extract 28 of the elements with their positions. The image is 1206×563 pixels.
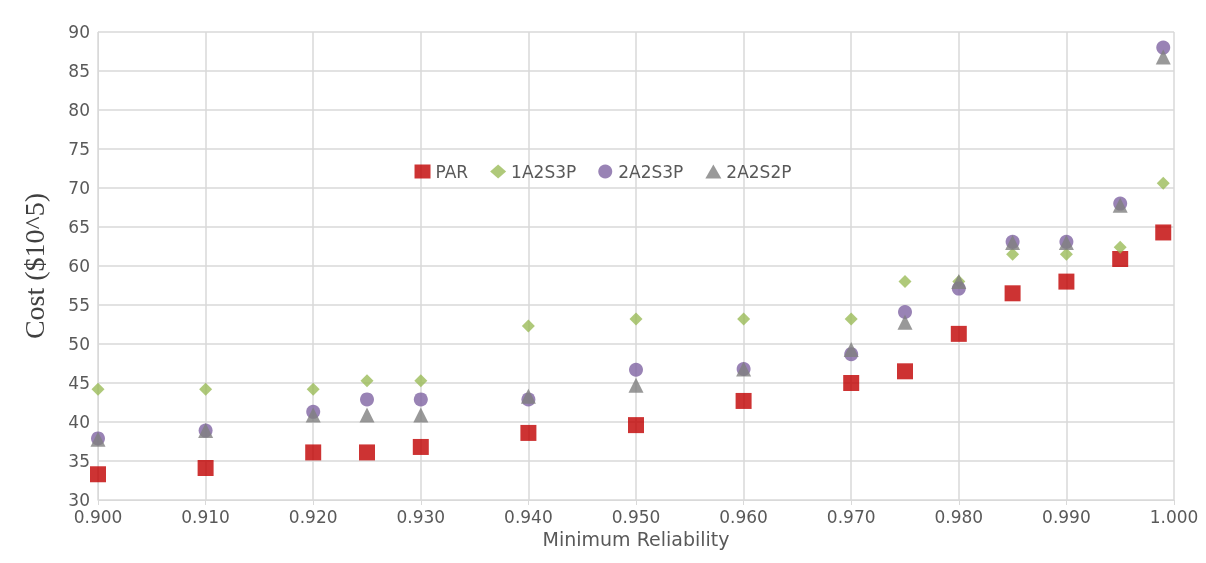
y-tick-label: 50 [68, 334, 90, 354]
x-tick-label: 0.910 [181, 506, 230, 527]
legend-label: 2A2S3P [618, 161, 684, 182]
y-tick-label: 80 [68, 100, 90, 120]
y-tick-label: 70 [68, 178, 90, 198]
legend-label: 1A2S3P [511, 161, 577, 182]
y-tick-label: 45 [68, 373, 90, 393]
x-axis-title: Minimum Reliability [542, 528, 730, 551]
x-tick-label: 0.990 [1042, 506, 1091, 527]
y-tick-label: 90 [68, 22, 90, 42]
x-tick-label: 0.940 [504, 506, 553, 527]
y-axis-title: Cost ($10^5) [18, 192, 50, 340]
x-tick-label: 0.920 [288, 506, 338, 527]
x-tick-label: 0.950 [611, 506, 661, 527]
y-tick-label: 40 [68, 412, 90, 432]
x-tick-label: 0.970 [826, 506, 876, 527]
y-tick-label: 55 [68, 295, 90, 315]
y-tick-label: 35 [68, 451, 90, 471]
x-tick-label: 0.960 [719, 506, 768, 527]
y-tick-label: 65 [68, 217, 90, 237]
y-tick-label: 60 [68, 256, 90, 276]
legend-label: 2A2S2P [726, 161, 792, 182]
legend-label: PAR [435, 161, 469, 182]
x-tick-label: 0.980 [934, 506, 984, 527]
x-tick-label: 1.000 [1149, 506, 1199, 527]
y-tick-label: 75 [68, 139, 90, 159]
x-tick-label: 0.930 [396, 506, 446, 527]
y-tick-label: 85 [68, 61, 90, 81]
